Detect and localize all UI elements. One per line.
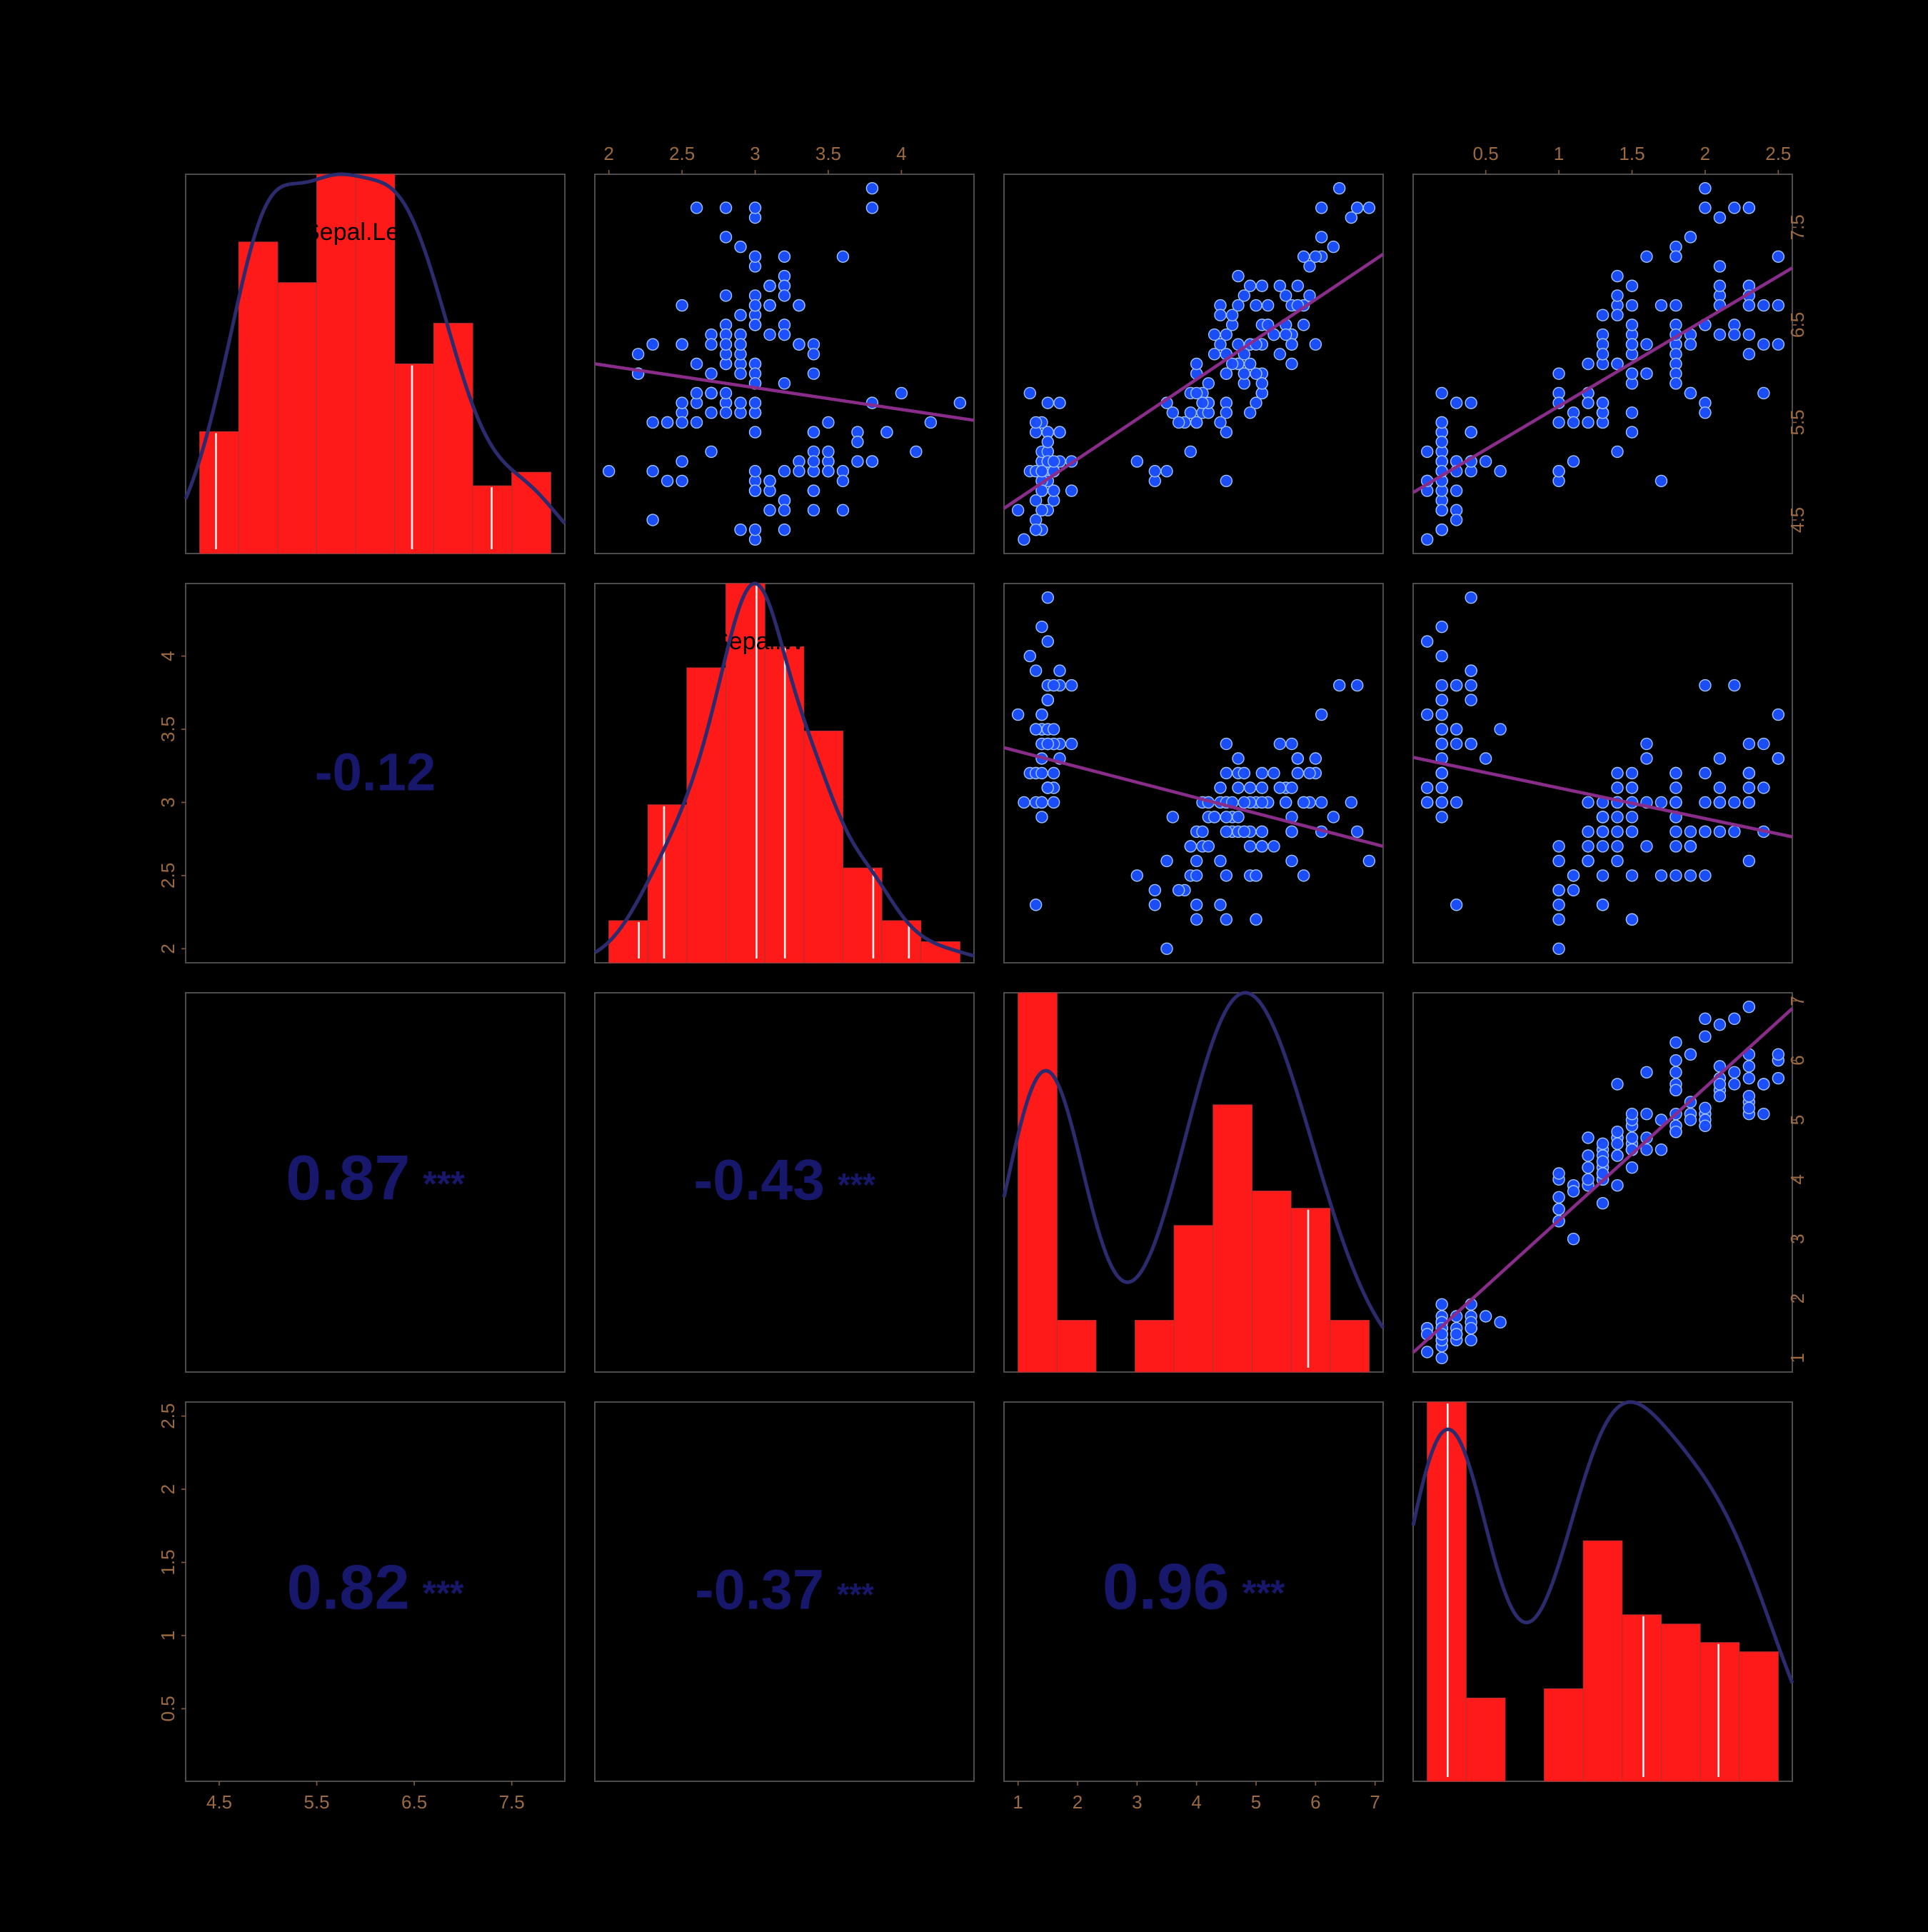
svg-text:2: 2 — [603, 143, 613, 164]
svg-text:1: 1 — [1554, 143, 1564, 164]
svg-text:7: 7 — [1787, 996, 1808, 1006]
svg-text:0.82***: 0.82 *** — [287, 1552, 465, 1623]
svg-text:5: 5 — [1787, 1115, 1808, 1125]
svg-text:7.5: 7.5 — [1787, 214, 1808, 240]
svg-text:3.5: 3.5 — [157, 716, 179, 742]
svg-text:2.5: 2.5 — [157, 1403, 179, 1429]
svg-text:2.5: 2.5 — [1765, 143, 1791, 164]
svg-text:1: 1 — [157, 1631, 179, 1641]
svg-text:5.5: 5.5 — [303, 1791, 329, 1813]
svg-text:-0.43***: -0.43 *** — [693, 1148, 875, 1213]
svg-text:-0.37***: -0.37 *** — [695, 1558, 874, 1621]
svg-text:2: 2 — [1073, 1791, 1083, 1813]
svg-text:2.5: 2.5 — [157, 863, 179, 889]
svg-text:4: 4 — [1787, 1174, 1808, 1184]
svg-text:3: 3 — [1132, 1791, 1142, 1813]
svg-text:0.5: 0.5 — [1473, 143, 1499, 164]
svg-text:5: 5 — [1251, 1791, 1261, 1813]
svg-text:1.5: 1.5 — [157, 1549, 179, 1575]
svg-text:3: 3 — [157, 797, 179, 807]
svg-text:2: 2 — [157, 944, 179, 954]
svg-text:0.87***: 0.87 *** — [286, 1142, 465, 1213]
svg-text:7: 7 — [1370, 1791, 1380, 1813]
svg-text:1.5: 1.5 — [1619, 143, 1645, 164]
svg-text:2: 2 — [157, 1484, 179, 1494]
svg-text:1: 1 — [1787, 1353, 1808, 1363]
svg-text:5.5: 5.5 — [1787, 409, 1808, 435]
svg-text:0.96***: 0.96 *** — [1103, 1551, 1285, 1623]
svg-text:6.5: 6.5 — [1787, 312, 1808, 338]
svg-text:4: 4 — [1191, 1791, 1201, 1813]
svg-text:3: 3 — [1787, 1233, 1808, 1243]
svg-text:4.5: 4.5 — [206, 1791, 232, 1813]
svg-text:0.5: 0.5 — [157, 1696, 179, 1721]
svg-text:4: 4 — [896, 143, 906, 164]
svg-text:Sepal.Length: Sepal.Length — [303, 219, 446, 246]
svg-text:1: 1 — [1013, 1791, 1023, 1813]
svg-text:2.5: 2.5 — [669, 143, 695, 164]
svg-text:4: 4 — [157, 651, 179, 661]
svg-text:3.5: 3.5 — [815, 143, 841, 164]
svg-text:4.5: 4.5 — [1787, 507, 1808, 533]
svg-text:7.5: 7.5 — [499, 1791, 525, 1813]
svg-text:Petal.Length: Petal.Length — [1122, 1037, 1258, 1064]
svg-text:3: 3 — [750, 143, 760, 164]
svg-text:2: 2 — [1700, 143, 1710, 164]
svg-text:-0.12: -0.12 — [315, 743, 436, 802]
svg-text:2: 2 — [1787, 1293, 1808, 1303]
svg-text:6: 6 — [1310, 1791, 1320, 1813]
svg-text:6.5: 6.5 — [401, 1791, 427, 1813]
svg-text:6: 6 — [1787, 1055, 1808, 1065]
